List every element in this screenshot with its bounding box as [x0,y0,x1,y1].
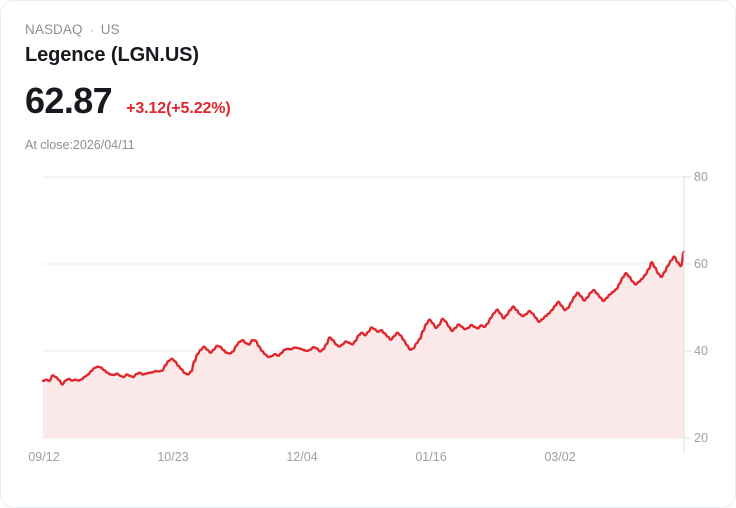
x-axis-label: 12/04 [286,450,318,464]
separator-dot: · [89,23,94,37]
y-axis-label: 80 [694,170,708,184]
x-axis-label: 03/02 [544,450,576,464]
market-status: At close:2026/04/11 [25,138,135,152]
quote-row: 62.87 +3.12(+5.22%) [25,80,231,122]
chart-area-fill [43,251,684,438]
y-axis-tick-marks [684,176,691,439]
x-axis-label: 09/12 [28,450,60,464]
current-price: 62.87 [25,80,113,121]
price-chart-svg [41,175,691,453]
y-axis-label: 20 [694,431,708,445]
y-axis-label: 60 [694,257,708,271]
x-axis-label: 01/16 [415,450,447,464]
chart-line [41,250,686,386]
quote-header: NASDAQ · US Legence (LGN.US) [25,21,199,68]
region-label: US [100,22,120,37]
exchange-name: NASDAQ [25,22,83,37]
y-axis-label: 40 [694,344,708,358]
page-title: Legence (LGN.US) [25,44,199,66]
price-change: +3.12(+5.22%) [126,100,231,117]
x-axis-label: 10/23 [157,450,189,464]
price-chart[interactable]: 80 60 40 20 09/12 10/23 12/04 01/16 03/0… [1,161,735,471]
exchange-row: NASDAQ · US [25,21,199,39]
